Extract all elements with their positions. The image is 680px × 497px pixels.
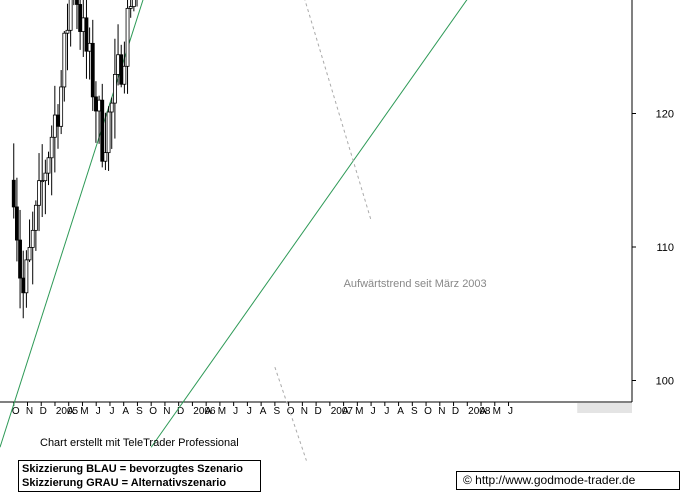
candle-body <box>46 157 51 174</box>
x-tick-label: S <box>274 406 281 417</box>
x-tick-label: N <box>163 406 170 417</box>
x-tick-label: 2005 <box>56 406 79 417</box>
candle-body <box>122 65 127 85</box>
candle-body <box>27 247 32 261</box>
x-tick-label: M <box>80 406 88 417</box>
x-tick-label: S <box>411 406 418 417</box>
candle-body <box>56 114 60 127</box>
candle-body <box>97 99 101 112</box>
annotation-pointer-lower <box>274 366 307 461</box>
candle-body <box>128 6 133 9</box>
x-tick-label: D <box>40 406 47 417</box>
x-tick-label: N <box>438 406 445 417</box>
x-tick-label: J <box>371 406 376 417</box>
x-tick-label: J <box>109 406 114 417</box>
candle-body <box>75 0 79 5</box>
candle-body <box>78 4 83 32</box>
candle-body <box>33 204 38 231</box>
candle-body <box>100 99 105 162</box>
candle-body <box>40 180 45 183</box>
candle-body <box>106 111 111 154</box>
x-tick-label: O <box>149 406 157 417</box>
candle-body <box>49 136 54 159</box>
x-tick-label: A <box>260 406 267 417</box>
chart-credit: Chart erstellt mit TeleTrader Profession… <box>40 437 239 449</box>
y-tick-label: 110 <box>656 242 674 254</box>
candle-body <box>119 54 124 85</box>
annotation-uptrend: Aufwärtstrend seit März 2003 <box>344 278 487 290</box>
x-tick-label: S <box>136 406 143 417</box>
x-tick-label: M <box>493 406 501 417</box>
future-area-shading <box>577 403 632 413</box>
candle-body <box>125 7 130 67</box>
candle-body <box>94 96 98 112</box>
x-tick-label: J <box>508 406 513 417</box>
scenario-legend: Skizzierung BLAU = bevorzugtes Szenario … <box>18 460 261 492</box>
trendline-3 <box>150 0 468 448</box>
candle-body <box>68 0 73 31</box>
source-link[interactable]: © http://www.godmode-trader.de <box>456 471 680 490</box>
x-tick-label: N <box>301 406 308 417</box>
candle-body <box>84 17 89 52</box>
trendline-2 <box>0 0 144 448</box>
legend-blue-scenario: Skizzierung BLAU = bevorzugtes Szenario <box>22 463 243 475</box>
legend-gray-scenario: Skizzierung GRAU = Alternativszenario <box>22 477 227 489</box>
x-tick-label: M <box>218 406 226 417</box>
x-tick-label: A <box>205 406 212 417</box>
candle-body <box>109 102 114 113</box>
candle-body <box>18 239 22 279</box>
annotation-pointer-trend <box>304 0 372 221</box>
candle-body <box>43 172 48 182</box>
candle-body <box>37 180 41 206</box>
x-tick-label: A <box>342 406 349 417</box>
candle-body <box>131 0 136 7</box>
x-tick-label: A <box>480 406 487 417</box>
candle-body <box>65 29 70 34</box>
candle-body <box>11 179 16 208</box>
x-tick-label: J <box>384 406 389 417</box>
candle-body <box>81 17 86 32</box>
x-tick-label: A <box>397 406 404 417</box>
x-tick-label: A <box>67 406 74 417</box>
x-tick-label: N <box>26 406 33 417</box>
y-tick-label: 100 <box>656 376 674 388</box>
x-tick-label: M <box>355 406 363 417</box>
x-tick-label: O <box>287 406 295 417</box>
x-tick-label: J <box>233 406 238 417</box>
candle-body <box>59 86 64 127</box>
candle-body <box>103 152 108 162</box>
candle-body <box>62 32 67 88</box>
y-tick-label: 120 <box>656 109 674 121</box>
x-tick-label: D <box>177 406 184 417</box>
candle-body <box>113 74 117 104</box>
x-tick-label: 2008 <box>468 406 491 417</box>
candle-body <box>24 259 29 294</box>
candle-body <box>87 42 92 52</box>
x-tick-label: O <box>12 406 20 417</box>
x-tick-label: 2006 <box>193 406 216 417</box>
x-tick-label: D <box>452 406 459 417</box>
candle-body <box>116 54 120 75</box>
x-tick-label: A <box>122 406 129 417</box>
x-tick-label: 2007 <box>331 406 354 417</box>
candle-body <box>52 114 57 138</box>
candle-body <box>30 229 35 248</box>
x-tick-label: O <box>424 406 432 417</box>
x-tick-label: J <box>96 406 101 417</box>
candle-body <box>21 277 26 294</box>
x-tick-label: J <box>247 406 252 417</box>
candle-body <box>15 206 19 241</box>
candle-body <box>90 42 95 98</box>
x-tick-label: D <box>314 406 321 417</box>
